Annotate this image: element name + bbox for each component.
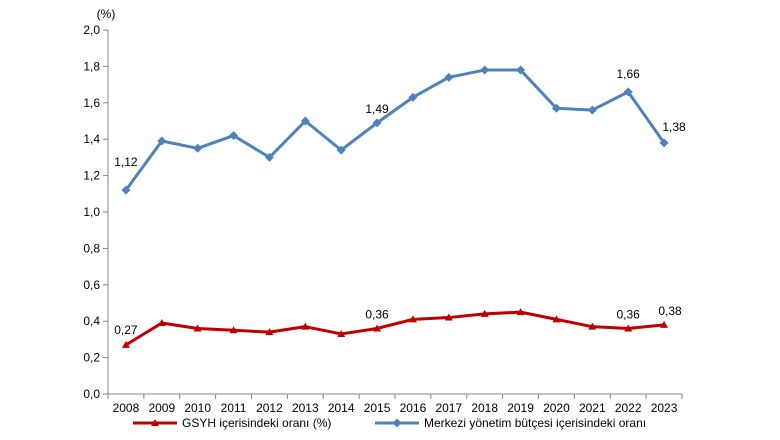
- data-point: [337, 329, 346, 337]
- series-layer: [121, 65, 669, 348]
- y-tick-label: 1,4: [83, 132, 100, 146]
- x-tick-label: 2016: [400, 401, 427, 415]
- legend-swatch-marker: [392, 418, 402, 428]
- legend: GSYH içerisindeki oranı (%) Merkezi yönet…: [133, 416, 646, 430]
- data-point: [444, 313, 453, 321]
- data-point: [193, 143, 203, 153]
- data-point: [551, 103, 561, 113]
- x-tick-label: 2023: [651, 401, 678, 415]
- x-tick-label: 2021: [579, 401, 606, 415]
- y-tick-label: 2,0: [83, 23, 100, 37]
- x-tick-label: 2014: [328, 401, 355, 415]
- series-gsyh: [121, 308, 669, 348]
- y-tick-label: 0,6: [83, 278, 100, 292]
- x-tick-label: 2013: [292, 401, 319, 415]
- data-label: 1,66: [617, 67, 641, 81]
- data-point: [157, 319, 166, 327]
- data-point: [623, 87, 633, 97]
- legend-swatch-marker: [151, 419, 159, 426]
- x-tick-label: 2015: [364, 401, 391, 415]
- data-point: [587, 105, 597, 115]
- y-tick-label: 1,8: [83, 59, 100, 73]
- data-point: [624, 324, 633, 332]
- data-point: [264, 152, 274, 162]
- x-tick-label: 2009: [148, 401, 175, 415]
- data-label: 0,38: [658, 304, 682, 318]
- data-point: [336, 145, 346, 155]
- x-tick-label: 2022: [615, 401, 642, 415]
- data-label: 1,12: [114, 155, 138, 169]
- x-tick-label: 2018: [471, 401, 498, 415]
- data-point: [373, 324, 382, 332]
- data-point: [516, 65, 526, 75]
- series-merkezi-yonetim: [121, 65, 669, 195]
- data-point: [121, 340, 130, 348]
- data-point: [480, 65, 490, 75]
- data-label: 1,38: [662, 120, 686, 134]
- x-tick-label: 2011: [221, 401, 247, 415]
- data-label: 0,36: [617, 307, 641, 321]
- y-tick-label: 0,2: [83, 351, 100, 365]
- legend-label: GSYH içerisindeki oranı (%): [182, 416, 331, 430]
- y-tick-label: 1,6: [83, 96, 100, 110]
- x-tick-label: 2010: [184, 401, 211, 415]
- series-line: [125, 310, 665, 347]
- y-tick-label: 0,8: [83, 241, 100, 255]
- data-point: [372, 118, 382, 128]
- data-point: [480, 309, 489, 317]
- data-point: [552, 315, 561, 323]
- y-tick-label: 0,4: [83, 314, 100, 328]
- data-point: [229, 326, 238, 334]
- data-point: [660, 320, 669, 328]
- data-point: [301, 322, 310, 330]
- data-point: [659, 138, 669, 148]
- data-point: [265, 328, 274, 336]
- x-tick-label: 2017: [435, 401, 462, 415]
- data-label: 1,49: [365, 102, 389, 116]
- data-labels: 1,12 1,49 1,66 1,38 0,27 0,36 0,36 0,38: [114, 67, 686, 337]
- data-point: [193, 324, 202, 332]
- data-label: 0,36: [365, 307, 389, 321]
- data-point: [444, 72, 454, 82]
- series-line: [124, 68, 666, 192]
- data-point: [157, 136, 167, 146]
- data-point: [408, 315, 417, 323]
- data-point: [229, 131, 239, 141]
- y-axis-unit-label: (%): [97, 7, 116, 21]
- data-label: 0,27: [114, 323, 138, 337]
- data-point: [300, 116, 310, 126]
- y-axis-ticks: 0,0 0,2 0,4 0,6 0,8 1,0 1,2 1,4 1,6 1,8 2,0: [83, 23, 108, 401]
- x-axis-ticks: 2008 2009 2010 2011 2012 2013 2014 2015 2016 2017…: [107, 394, 683, 415]
- y-tick-label: 1,2: [83, 169, 100, 183]
- x-tick-label: 2019: [507, 401, 534, 415]
- x-tick-label: 2008: [113, 401, 140, 415]
- data-point: [121, 185, 131, 195]
- x-tick-label: 2020: [543, 401, 570, 415]
- x-tick-label: 2012: [256, 401, 283, 415]
- legend-label: Merkezi yönetim bütçesi içerisindeki ora…: [424, 416, 646, 430]
- data-point: [408, 92, 418, 102]
- data-point: [588, 322, 597, 330]
- legend-item-gsyh: GSYH içerisindeki oranı (%): [133, 416, 331, 430]
- y-tick-label: 0,0: [83, 387, 100, 401]
- y-tick-label: 1,0: [83, 205, 100, 219]
- data-point: [516, 308, 525, 316]
- legend-item-merkezi-yonetim: Merkezi yönetim bütçesi içerisindeki ora…: [375, 416, 646, 430]
